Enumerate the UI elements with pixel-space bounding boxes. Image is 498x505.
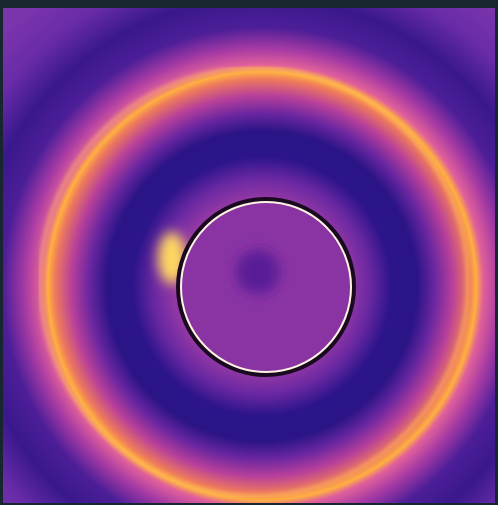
rings [40, 68, 468, 496]
outer-bright-ring [40, 68, 468, 496]
inner-rim-bright [181, 202, 351, 372]
top-bar [0, 0, 498, 8]
inner-cold-spot [236, 250, 280, 294]
inner-rim-dark [178, 199, 354, 375]
